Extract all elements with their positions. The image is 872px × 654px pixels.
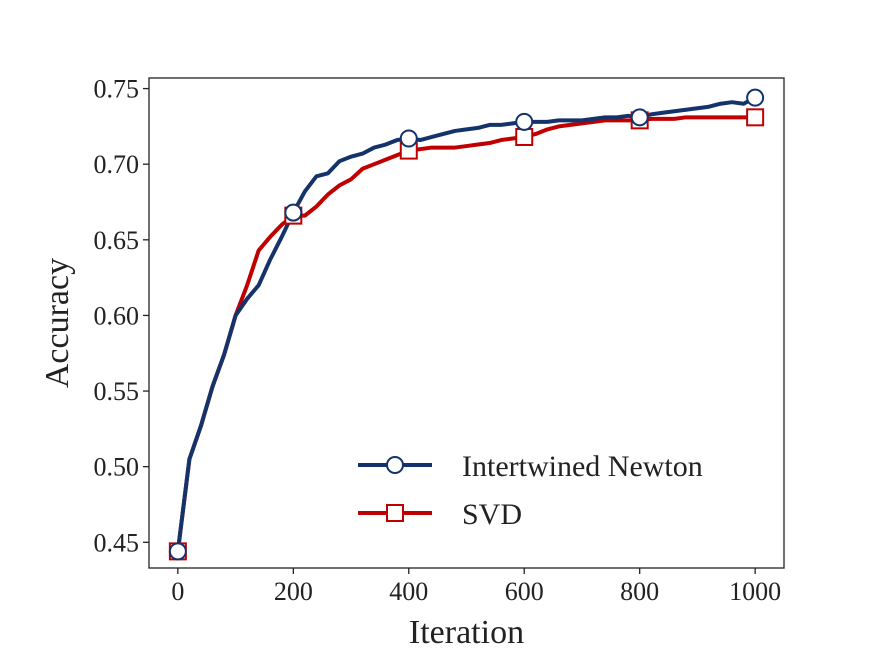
data-point-intertwined-newton: [284, 203, 303, 222]
data-point-intertwined-newton: [630, 108, 649, 127]
legend-marker-intertwined-newton: [386, 456, 404, 474]
data-point-intertwined-newton: [515, 112, 534, 131]
y-tick-label: 0.55: [94, 377, 140, 406]
data-point-svd: [515, 127, 534, 146]
y-tick-label: 0.65: [94, 226, 140, 255]
x-tick-label: 800: [620, 577, 659, 606]
y-tick-label: 0.45: [94, 528, 140, 557]
legend-marker-svd: [386, 504, 404, 522]
series-line-intertwined-newton: [175, 95, 758, 554]
y-axis-title: Accuracy: [39, 258, 76, 388]
x-tick-label: 200: [274, 577, 313, 606]
legend-item-intertwined-newton: Intertwined Newton: [358, 450, 703, 483]
y-tick-label: 0.60: [94, 301, 140, 330]
data-point-intertwined-newton: [746, 88, 765, 107]
series-layer: [168, 88, 765, 561]
y-tick-label: 0.70: [94, 150, 140, 179]
data-point-intertwined-newton: [168, 542, 187, 561]
x-axis-title: Iteration: [409, 614, 524, 651]
y-tick-label: 0.50: [94, 453, 140, 482]
plot-frame: [148, 77, 785, 569]
legend: Intertwined Newton SVD: [358, 450, 703, 531]
x-axis: 0 200 400 600 800 1000: [171, 568, 781, 606]
x-tick-label: 1000: [729, 577, 781, 606]
data-point-svd: [746, 108, 765, 127]
legend-label: SVD: [462, 498, 522, 531]
data-point-intertwined-newton: [399, 129, 418, 148]
y-tick-label: 0.75: [94, 75, 140, 104]
series-line-svd: [175, 115, 758, 554]
series-svd: [175, 115, 758, 554]
legend-label: Intertwined Newton: [462, 450, 703, 483]
series-intertwined-newton: [175, 95, 758, 554]
x-tick-label: 0: [171, 577, 184, 606]
legend-item-svd: SVD: [358, 498, 522, 531]
markers-intertwined-newton: [168, 88, 765, 561]
y-axis: 0.45 0.50 0.55 0.60 0.65 0.70 0.75: [94, 75, 149, 557]
x-tick-label: 600: [505, 577, 544, 606]
x-tick-label: 400: [389, 577, 428, 606]
